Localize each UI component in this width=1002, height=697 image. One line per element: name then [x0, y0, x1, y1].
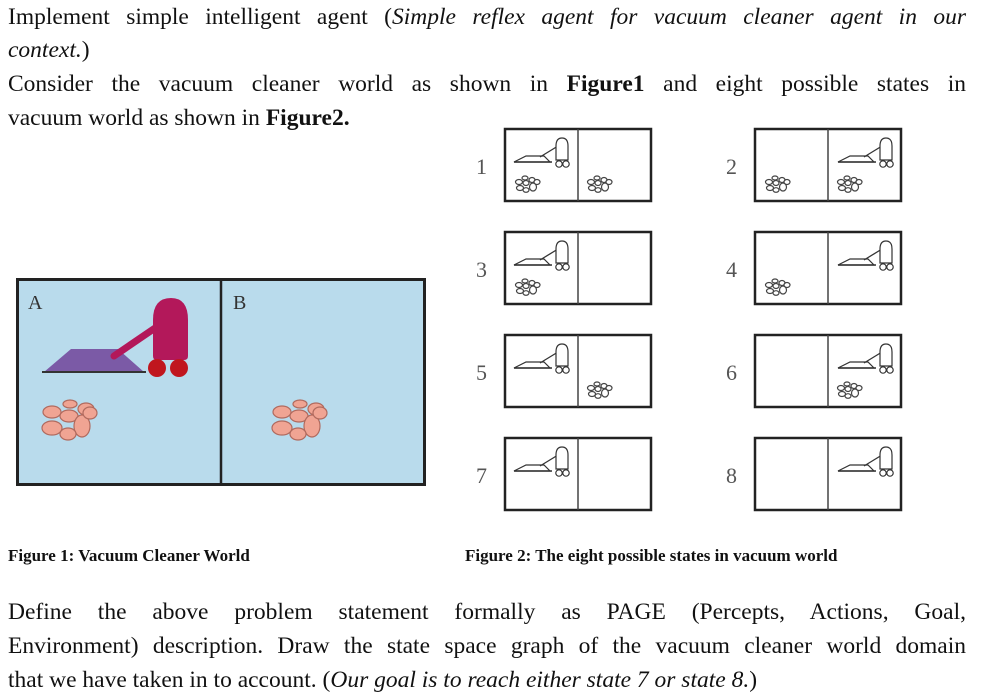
dirt-icon — [836, 175, 863, 193]
intro-italic: Simple reflex agent for vacuum cleaner a… — [392, 4, 966, 30]
vacuum-icon — [513, 343, 570, 374]
figure2-caption: Figure 2: The eight possible states in v… — [465, 546, 838, 565]
state-number: 3 — [476, 257, 487, 282]
intro-line-3: Consider the vacuum cleaner world as sho… — [8, 67, 966, 101]
task-line-1: Define the above problem statement forma… — [8, 599, 966, 625]
state-number: 6 — [726, 360, 737, 385]
intro-text-3b: and eight possible states in — [644, 71, 967, 97]
figure1-ref: Figure1 — [566, 71, 645, 97]
dirt-icon — [836, 381, 863, 399]
state-3: 3 — [476, 230, 653, 306]
state-8: 8 — [726, 436, 903, 512]
dirt-icon — [514, 278, 541, 296]
vacuum-icon — [837, 446, 894, 477]
intro-paren: ) — [81, 37, 90, 63]
state-number: 2 — [726, 154, 737, 179]
intro-text: Implement simple intelligent agent ( — [8, 4, 393, 30]
state-number: 8 — [726, 463, 737, 488]
intro-line-1: Implement simple intelligent agent (Simp… — [8, 0, 966, 34]
vacuum-icon — [513, 446, 570, 477]
figure1-vacuum-world: A B — [16, 278, 426, 486]
state-number: 5 — [476, 360, 487, 385]
figure1-caption: Figure 1: Vacuum Cleaner World — [8, 546, 250, 565]
task-paren: ) — [749, 667, 758, 693]
dirt-icon — [764, 175, 791, 193]
state-4: 4 — [726, 230, 903, 306]
state-number: 7 — [476, 463, 487, 488]
intro-text-4: vacuum world as shown in — [8, 105, 266, 131]
state-1: 1 — [476, 127, 653, 203]
intro-italic-cont: context. — [8, 37, 82, 63]
figure2-eight-states: 1 2 3 4 5 6 7 8 — [476, 127, 903, 512]
task-line-3: that we have taken in to account. (Our g… — [8, 663, 757, 697]
state-number: 1 — [476, 154, 487, 179]
dirt-icon — [41, 399, 98, 441]
dirt-icon — [271, 399, 328, 441]
intro-line-2: context.) — [8, 33, 90, 67]
dirt-icon — [514, 175, 541, 193]
vacuum-cleaner-icon — [42, 298, 188, 377]
vacuum-icon — [837, 137, 894, 168]
vacuum-icon — [513, 240, 570, 271]
state-7: 7 — [476, 436, 653, 512]
state-number: 4 — [726, 257, 737, 282]
intro-text-3: Consider the vacuum cleaner world as sho… — [8, 71, 567, 97]
intro-line-4: vacuum world as shown in Figure2. — [8, 101, 350, 135]
goal-statement: Our goal is to reach either state 7 or s… — [330, 667, 750, 693]
vacuum-icon — [837, 343, 894, 374]
task-line-2: Environment) description. Draw the state… — [8, 633, 966, 659]
state-5: 5 — [476, 333, 653, 409]
figure1-label-b: B — [233, 292, 246, 314]
state-6: 6 — [726, 333, 903, 409]
dirt-icon — [586, 175, 613, 193]
dirt-icon — [586, 381, 613, 399]
figure1-label-a: A — [28, 292, 43, 314]
vacuum-icon — [837, 240, 894, 271]
dirt-icon — [764, 278, 791, 296]
state-2: 2 — [726, 127, 903, 203]
vacuum-icon — [513, 137, 570, 168]
figure2-ref: Figure2. — [265, 105, 350, 131]
task-text-3: that we have taken in to account. ( — [8, 667, 331, 693]
